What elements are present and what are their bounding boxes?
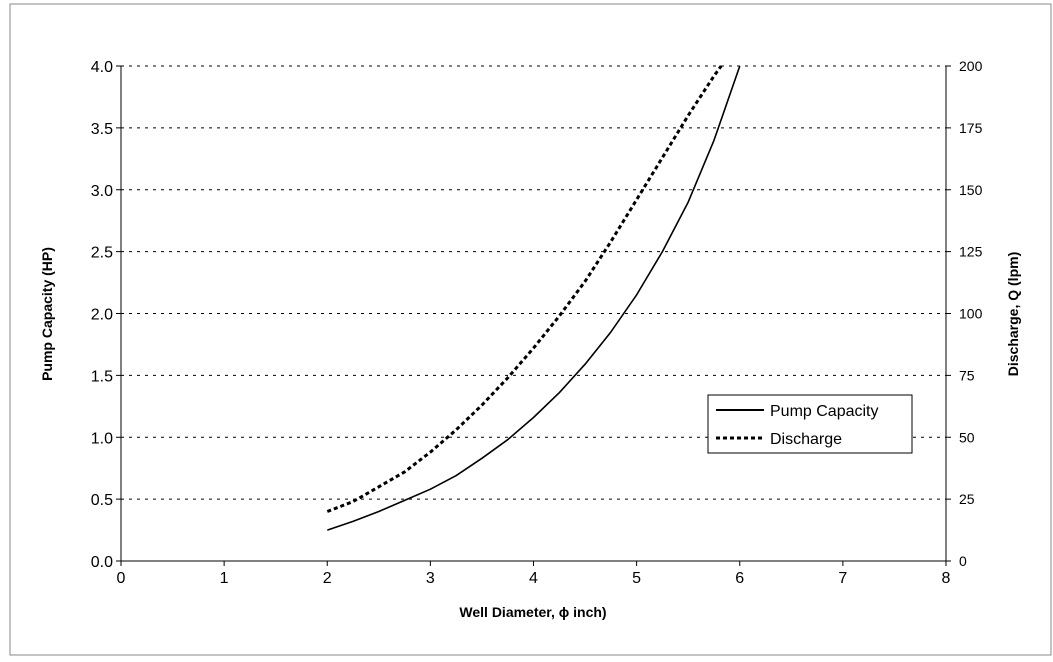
y-tick-label: 2.0 [91, 307, 113, 324]
y-tick-label: 2.5 [91, 245, 113, 262]
y2-tick-label: 0 [959, 553, 967, 569]
x-tick-label: 8 [942, 570, 951, 587]
y2-tick-label: 175 [959, 120, 983, 136]
legend: Pump Capacity Discharge [707, 394, 913, 454]
series-line-discharge [326, 65, 723, 513]
x-tick-label: 2 [323, 570, 332, 587]
legend-box [707, 394, 913, 454]
y-tick-label: 3.0 [91, 183, 113, 200]
x-tick-label: 7 [838, 570, 847, 587]
gridlines [121, 65, 946, 500]
y-tick-label: 0.5 [91, 492, 113, 509]
y-tick-label: 1.0 [91, 430, 113, 447]
y2-tick-label: 125 [959, 244, 983, 260]
x-tick-label: 3 [426, 570, 435, 587]
y2-tick-label: 25 [959, 491, 975, 507]
y2-tick-label: 100 [959, 306, 983, 322]
axes [116, 65, 951, 566]
y2-axis-label: Discharge, Q (lpm) [1005, 252, 1021, 376]
y-tick-label: 0.0 [91, 554, 113, 571]
series-line-pump-capacity [327, 65, 741, 531]
x-tick-label: 5 [632, 570, 641, 587]
y-tick-label: 4.0 [91, 59, 113, 76]
y-tick-label: 1.5 [91, 368, 113, 385]
x-tick-label: 0 [117, 570, 126, 587]
legend-label-pump-capacity: Pump Capacity [770, 403, 879, 420]
y-tick-label: 3.5 [91, 121, 113, 138]
x-axis-label: Well Diameter, ϕ inch) [459, 604, 606, 620]
x-tick-label: 4 [529, 570, 538, 587]
series-layer [326, 65, 741, 531]
x-tick-label: 6 [735, 570, 744, 587]
y2-tick-label: 50 [959, 429, 975, 445]
y2-tick-label: 75 [959, 367, 975, 383]
x-tick-label: 1 [220, 570, 229, 587]
tick-labels: 0.00.51.01.52.02.53.03.54.00255075100125… [91, 58, 983, 587]
chart-border [9, 3, 1052, 656]
y2-tick-label: 200 [959, 58, 983, 74]
y2-tick-label: 150 [959, 182, 983, 198]
y-axis-label: Pump Capacity (HP) [39, 247, 55, 381]
legend-label-discharge: Discharge [770, 431, 842, 448]
